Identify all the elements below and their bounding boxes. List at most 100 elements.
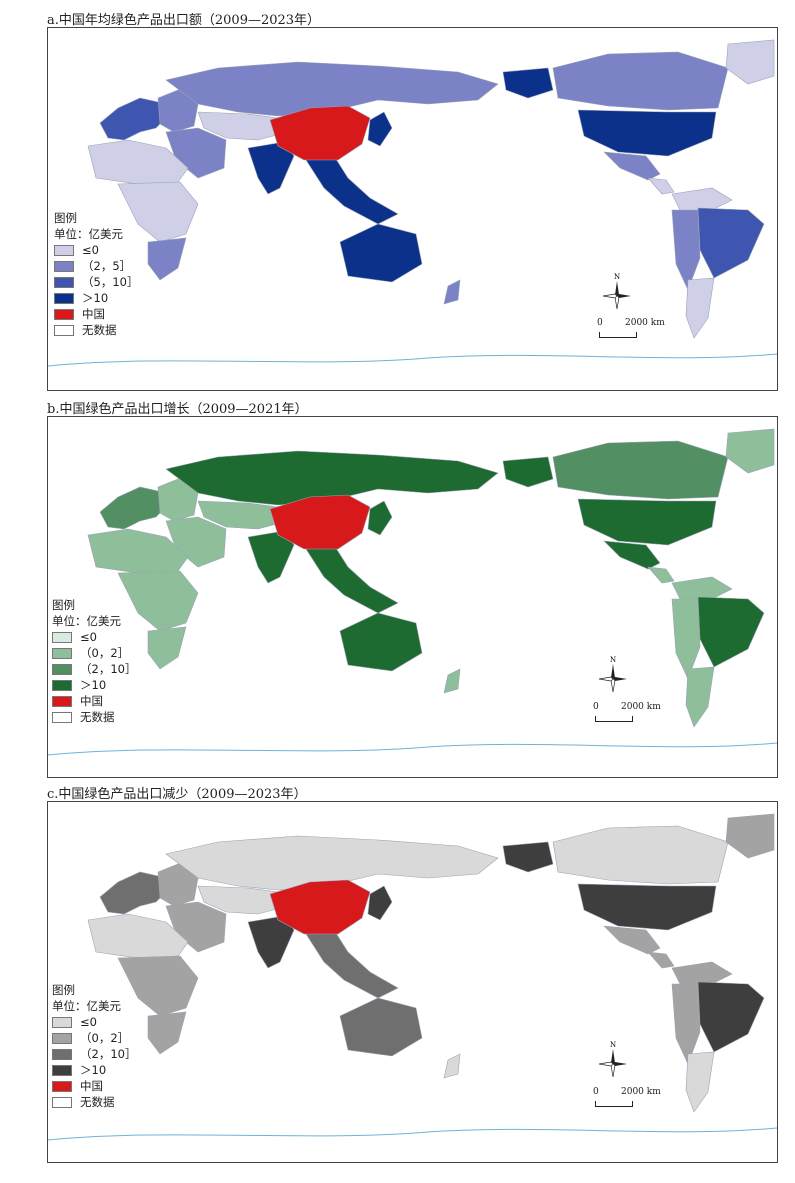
legend-item: ≤0	[52, 1014, 136, 1030]
region-south-america-north	[671, 576, 733, 602]
svg-text:N: N	[610, 656, 616, 664]
legend-item: ＞10	[52, 1062, 136, 1078]
region-japan-korea	[367, 500, 393, 536]
legend-label: 中国	[80, 1079, 103, 1093]
region-europe-west	[99, 486, 167, 530]
legend-swatch	[52, 695, 72, 707]
region-africa-south	[147, 1011, 187, 1055]
legend-label: 中国	[82, 307, 105, 321]
legend-heading: 图例	[52, 983, 75, 997]
legend-heading: 图例	[54, 211, 77, 225]
antarctica-coastline	[48, 1127, 777, 1141]
scale-bar: 0 2000 km	[597, 318, 677, 340]
region-canada	[552, 51, 729, 111]
region-southeast-asia	[305, 929, 399, 999]
legend-swatch	[54, 324, 74, 336]
region-central-america	[647, 566, 675, 584]
legend-swatch	[52, 631, 72, 643]
region-andes	[671, 983, 701, 1065]
region-argentina	[685, 277, 715, 339]
legend-label: ＞10	[80, 678, 107, 692]
region-australia	[339, 612, 423, 672]
region-china	[269, 494, 371, 550]
region-mexico	[603, 151, 661, 181]
scale-distance: 2000 km	[621, 1087, 661, 1097]
legend-item: 无数据	[54, 322, 138, 338]
scale-zero: 0	[597, 318, 603, 328]
region-andes	[671, 209, 701, 291]
region-africa-north	[87, 913, 189, 959]
region-alaska	[502, 67, 554, 99]
region-usa	[577, 109, 717, 157]
region-russia	[165, 450, 499, 506]
legend-a: 图例 单位：亿美元 ≤0 （2，5］ （5，10］ ＞10 中国 无数据	[54, 210, 138, 338]
legend-item: 中国	[52, 693, 136, 709]
region-new-zealand	[443, 279, 461, 305]
region-mexico	[603, 925, 661, 955]
region-greenland	[725, 813, 775, 859]
region-europe-west	[99, 97, 167, 141]
world-map-a	[48, 39, 777, 367]
antarctica-coastline	[48, 742, 777, 756]
panel-c-map: 图例 单位：亿美元 ≤0 （0，2］ （2，10］ ＞10 中国 无数据 N 0 2000…	[47, 801, 778, 1163]
legend-unit: 单位：亿美元	[52, 999, 121, 1013]
legend-item: 无数据	[52, 709, 136, 725]
legend-label: （2，10］	[80, 662, 137, 676]
legend-swatch	[54, 260, 74, 272]
region-africa-south	[147, 237, 187, 281]
region-canada	[552, 440, 729, 500]
region-japan-korea	[367, 111, 393, 147]
scale-bar: 0 2000 km	[593, 702, 673, 724]
region-central-america	[647, 177, 675, 195]
legend-label: ＞10	[80, 1063, 107, 1077]
scale-distance: 2000 km	[625, 318, 665, 328]
legend-item: ＞10	[54, 290, 138, 306]
region-usa	[577, 498, 717, 546]
region-argentina	[685, 1051, 715, 1113]
region-australia	[339, 997, 423, 1057]
region-south-america-north	[671, 187, 733, 213]
legend-label: ≤0	[80, 630, 97, 644]
region-alaska	[502, 841, 554, 873]
region-africa-central	[117, 181, 199, 243]
region-andes	[671, 598, 701, 680]
legend-swatch	[52, 1032, 72, 1044]
region-canada	[552, 825, 729, 885]
region-africa-north	[87, 139, 189, 185]
legend-item: （2，10］	[52, 661, 136, 677]
legend-label: ≤0	[80, 1015, 97, 1029]
world-map-c	[48, 813, 777, 1141]
legend-item: （0，2］	[52, 645, 136, 661]
legend-unit: 单位：亿美元	[54, 227, 123, 241]
scale-distance: 2000 km	[621, 702, 661, 712]
legend-item: ≤0	[52, 629, 136, 645]
region-central-asia	[197, 111, 289, 141]
scale-bar: 0 2000 km	[593, 1087, 673, 1109]
legend-label: ＞10	[82, 291, 109, 305]
region-brazil	[697, 981, 765, 1053]
legend-item: （2，5］	[54, 258, 138, 274]
legend-swatch	[52, 1064, 72, 1076]
svg-text:N: N	[610, 1041, 616, 1049]
panel-a-map: 图例 单位：亿美元 ≤0 （2，5］ （5，10］ ＞10 中国 无数据 N 0 2000…	[47, 27, 778, 391]
region-greenland	[725, 39, 775, 85]
legend-swatch	[54, 292, 74, 304]
region-mexico	[603, 540, 661, 570]
legend-label: （0，2］	[80, 646, 130, 660]
legend-swatch	[52, 1016, 72, 1028]
legend-label: （5，10］	[82, 275, 139, 289]
panel-b-title: b.中国绿色产品出口增长（2009—2021年）	[47, 402, 308, 417]
region-europe-west	[99, 871, 167, 915]
region-central-asia	[197, 500, 289, 530]
region-southeast-asia	[305, 155, 399, 225]
legend-swatch	[52, 679, 72, 691]
region-africa-central	[117, 570, 199, 632]
legend-item: 中国	[54, 306, 138, 322]
region-japan-korea	[367, 885, 393, 921]
panel-a-title: a.中国年均绿色产品出口额（2009—2023年）	[47, 13, 321, 28]
legend-item: （5，10］	[54, 274, 138, 290]
legend-label: 中国	[80, 694, 103, 708]
legend-label: ≤0	[82, 243, 99, 257]
antarctica-coastline	[48, 353, 777, 367]
region-brazil	[697, 207, 765, 279]
